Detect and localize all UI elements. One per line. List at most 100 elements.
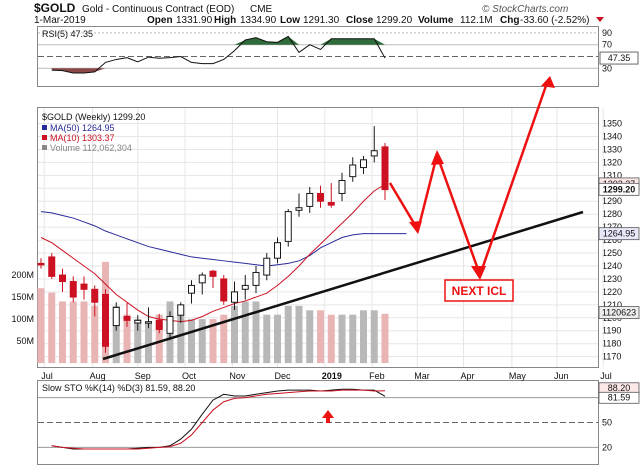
next-icl-label: NEXT ICL	[452, 284, 507, 298]
price-title: $GOLD (Weekly) 1299.20	[42, 112, 145, 122]
next-icl-box	[444, 279, 514, 302]
candle-body	[69, 281, 77, 298]
up-arrow-icon	[322, 410, 334, 423]
stochastic-tick-label: 50	[602, 418, 612, 428]
candle-body	[263, 257, 271, 276]
candle-body	[370, 150, 378, 157]
stochastic-value-box	[598, 391, 640, 404]
candle-body	[198, 274, 206, 284]
volume-bar	[274, 314, 281, 364]
stochastic-panel	[37, 380, 599, 465]
volume-bar	[80, 301, 88, 364]
x-tick-label: Feb	[369, 371, 385, 381]
volume-bar	[338, 314, 346, 364]
candle-body	[360, 159, 367, 169]
price-tick-label: 1310	[602, 170, 622, 180]
rsi-tick-label: 90	[602, 28, 612, 38]
candle-body	[166, 315, 174, 334]
x-tick-label: Jul	[600, 371, 612, 381]
price-tick-label: 1280	[602, 209, 622, 219]
price-tick-label: 1220	[602, 287, 622, 297]
volume-bar	[381, 313, 389, 364]
volume-bar	[295, 305, 303, 364]
price-tick-label: 1320	[602, 157, 622, 167]
down-arrow-icon	[596, 17, 604, 22]
candle-body	[317, 192, 324, 202]
volume-bar	[327, 314, 335, 364]
candle-body	[37, 262, 45, 266]
x-tick-label: Nov	[229, 371, 246, 381]
volume-bar	[370, 310, 378, 364]
rsi-panel	[37, 26, 599, 87]
candle-body	[177, 304, 185, 316]
chg-label: Chg	[500, 15, 519, 26]
x-tick-label: Aug	[90, 371, 106, 381]
x-tick-label: 2019	[322, 371, 342, 381]
arrow-head-icon	[431, 150, 444, 165]
volume-bar	[112, 305, 120, 364]
arrow-head-icon	[409, 221, 422, 234]
rsi-value-label: 47.35	[608, 53, 631, 63]
high-label: High	[214, 15, 236, 26]
rsi-overbought-fill	[51, 36, 385, 45]
candle-body	[284, 211, 292, 242]
volume-bar	[123, 314, 131, 364]
stochastic-tick-label: 20	[602, 442, 612, 452]
price-tick-label: 1210	[602, 300, 622, 310]
volume-bar	[317, 310, 324, 364]
price-value-label: 1264.95	[603, 229, 636, 239]
volume-bar	[241, 301, 249, 364]
price-layer: 1170118011901200121012201230124012501260…	[11, 108, 640, 381]
price-value-box	[598, 182, 640, 196]
rsi-title: RSI(5) 47.35	[42, 29, 93, 39]
stochastic-line	[51, 389, 386, 450]
candle-body	[306, 192, 314, 207]
low-value: 1291.30	[303, 15, 340, 26]
legend-swatch	[42, 145, 47, 150]
volume-bar	[360, 310, 367, 364]
candle-body	[241, 284, 249, 290]
price-value-box	[598, 306, 640, 320]
symbol-label: $GOLD	[34, 1, 76, 15]
volume-label: Volume	[418, 15, 454, 26]
price-value-box	[598, 227, 640, 241]
candle-body	[48, 256, 56, 277]
exchange-label: CME	[250, 4, 273, 15]
candle-body	[252, 271, 260, 286]
volume-bar	[209, 319, 217, 364]
volume-bar	[263, 314, 271, 364]
volume-bar	[231, 305, 238, 364]
volume-bar	[37, 288, 45, 364]
x-tick-label: Mar	[414, 371, 430, 381]
candle-body	[123, 315, 131, 321]
annotations: NEXT ICL	[102, 76, 584, 423]
candle-body	[274, 242, 281, 259]
volume-bar	[59, 301, 66, 364]
price-tick-label: 1250	[602, 248, 622, 258]
candle-body	[59, 274, 66, 283]
volume-tick-label: 150M	[11, 292, 34, 302]
volume-bar	[220, 314, 228, 364]
stochastic-value-label: 81.59	[608, 392, 631, 402]
legend-label: MA(10) 1303.37	[50, 133, 115, 143]
projection-path	[388, 79, 550, 279]
volume-bar	[188, 319, 195, 364]
stochastic-layer: 205080Slow STO %K(14) %D(3) 81.59, 88.20…	[38, 382, 640, 452]
candle-body	[295, 207, 303, 211]
price-tick-label: 1330	[602, 144, 622, 154]
price-tick-label: 1290	[602, 196, 622, 206]
instrument-name: Gold - Continuous Contract (EOD)	[82, 4, 234, 15]
volume-bar	[349, 314, 357, 364]
x-tick-label: Sep	[135, 371, 151, 381]
candle-body	[134, 319, 142, 324]
candle-body	[155, 319, 163, 330]
legend-swatch	[42, 135, 47, 140]
low-label: Low	[280, 15, 300, 26]
volume-bar	[134, 319, 142, 364]
candle-body	[338, 180, 346, 194]
candle-body	[349, 164, 357, 178]
price-tick-label: 1240	[602, 261, 622, 271]
volume-value: 112.1M	[460, 15, 493, 26]
high-value: 1334.90	[240, 15, 277, 26]
